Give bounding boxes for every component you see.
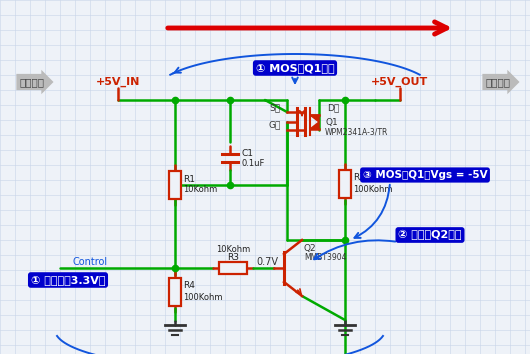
Text: 0.7V: 0.7V [256, 257, 278, 267]
Text: S极: S极 [269, 103, 280, 113]
Text: ① 高电平（3.3V）: ① 高电平（3.3V） [31, 275, 105, 285]
Text: R1: R1 [183, 175, 195, 183]
Text: C1: C1 [242, 148, 254, 158]
Text: D极: D极 [327, 103, 339, 113]
Text: WPM2341A-3/TR: WPM2341A-3/TR [325, 127, 388, 137]
FancyBboxPatch shape [219, 262, 247, 274]
FancyBboxPatch shape [169, 278, 181, 306]
Text: Q1: Q1 [325, 118, 338, 126]
Text: Q2: Q2 [304, 244, 316, 252]
Text: 100Kohm: 100Kohm [183, 292, 223, 302]
Text: G极: G极 [269, 120, 281, 130]
Text: MMBT3904: MMBT3904 [304, 253, 347, 263]
Text: 100Kohm: 100Kohm [353, 184, 393, 194]
Text: Control: Control [73, 257, 108, 267]
Text: ③ MOS管Q1的Vgs = -5V: ③ MOS管Q1的Vgs = -5V [363, 170, 487, 180]
Text: 10Kohm: 10Kohm [183, 185, 217, 194]
Text: 电源输入: 电源输入 [20, 77, 45, 87]
Text: ① MOS管Q1导通: ① MOS管Q1导通 [255, 63, 334, 73]
Text: R2: R2 [353, 173, 365, 183]
FancyBboxPatch shape [169, 171, 181, 199]
Text: R4: R4 [183, 281, 195, 291]
Text: 0.1uF: 0.1uF [242, 159, 266, 167]
FancyBboxPatch shape [339, 170, 351, 198]
Text: R3: R3 [227, 253, 239, 263]
Text: ② 三极管Q2导通: ② 三极管Q2导通 [398, 230, 462, 240]
Polygon shape [310, 122, 319, 129]
Text: 10Kohm: 10Kohm [216, 246, 250, 255]
Text: 电源输出: 电源输出 [485, 77, 510, 87]
Polygon shape [310, 115, 319, 122]
Text: +5V_IN: +5V_IN [96, 77, 140, 87]
Text: +5V_OUT: +5V_OUT [372, 77, 429, 87]
